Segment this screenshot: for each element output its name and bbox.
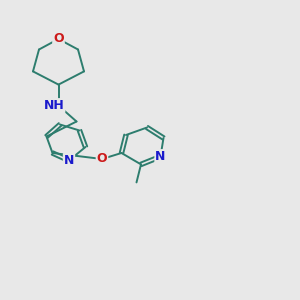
Text: N: N	[64, 154, 74, 167]
Text: O: O	[53, 32, 64, 46]
Text: NH: NH	[44, 99, 64, 112]
Text: O: O	[97, 152, 107, 166]
Text: N: N	[155, 150, 166, 163]
